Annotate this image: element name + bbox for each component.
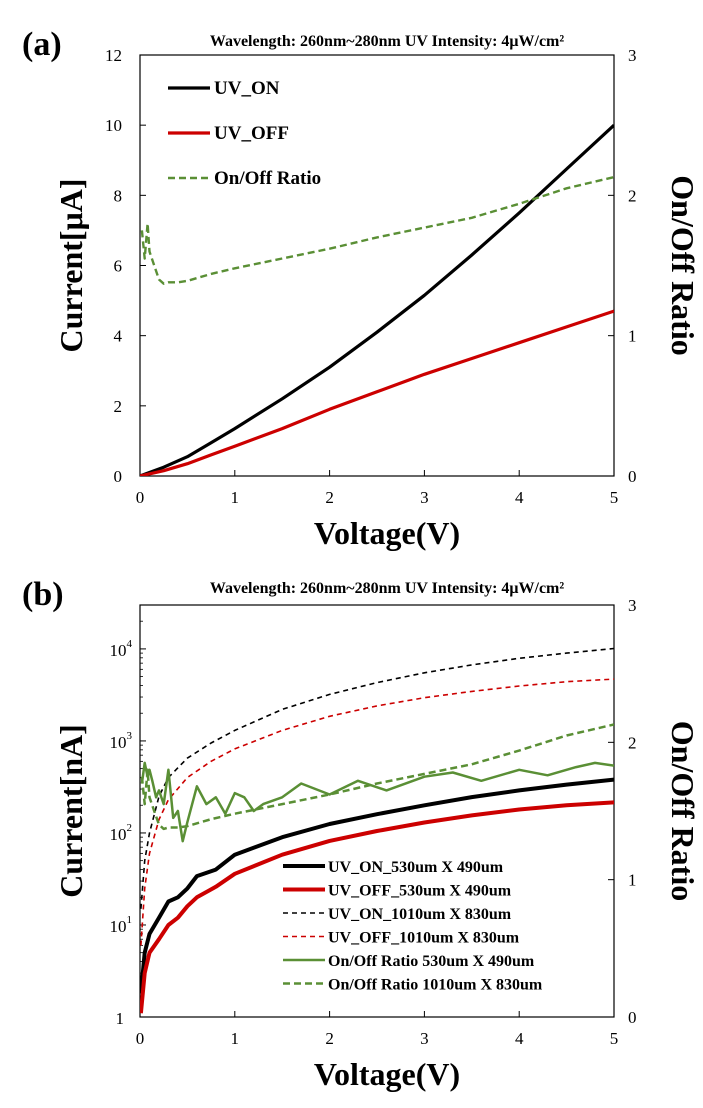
y-axis-title: Current[nA]	[53, 724, 89, 898]
y-tick-label: 6	[114, 257, 123, 276]
legend-label: UV_ON_530um X 490um	[328, 859, 504, 876]
series-line-3	[140, 678, 614, 946]
legend-label: UV_ON	[214, 78, 280, 99]
y-tick-exponent: 3	[127, 730, 133, 742]
y2-tick-label: 2	[628, 733, 637, 752]
y-tick-label: 104	[110, 638, 133, 660]
y2-tick-label: 1	[628, 871, 637, 890]
legend: UV_ON_530um X 490um UV_OFF_530um X 490um U…	[283, 859, 543, 994]
y2-tick-label: 0	[628, 1008, 637, 1027]
y-tick-base: 10	[110, 917, 127, 936]
series-line-1	[140, 800, 614, 1014]
y-tick-label: 101	[110, 914, 133, 936]
y2-tick-label: 3	[628, 596, 637, 615]
x-tick-label: 1	[231, 488, 240, 507]
x-tick-label: 3	[420, 1029, 429, 1048]
panel-a: (a) Wavelength: 260nm~280nm UV Intensity:…	[22, 26, 701, 551]
series-line-0	[140, 124, 614, 476]
chart-title: Wavelength: 260nm~280nm UV Intensity: 4μ…	[210, 580, 565, 597]
series-line-5	[140, 723, 614, 831]
panel-b: (b) Wavelength: 260nm~280nm UV Intensity:…	[22, 576, 701, 1092]
x-axis-title: Voltage(V)	[314, 515, 460, 551]
y2-tick-label: 1	[628, 327, 637, 346]
legend-label: UV_OFF_530um X 490um	[328, 883, 512, 900]
legend-label: UV_ON_1010um X 830um	[328, 906, 512, 923]
y-tick-label: 0	[114, 467, 123, 486]
y2-tick-label: 3	[628, 46, 637, 65]
y-tick-base: 1	[116, 1009, 125, 1028]
x-tick-label: 3	[420, 488, 429, 507]
series-line-1	[140, 309, 614, 476]
y-tick-label: 2	[114, 397, 123, 416]
y-tick-label: 12	[105, 46, 122, 65]
series-line-4	[140, 761, 614, 843]
y-tick-exponent: 1	[127, 914, 133, 926]
x-tick-label: 0	[136, 1029, 145, 1048]
x-tick-label: 2	[325, 488, 334, 507]
legend-label: UV_OFF	[214, 123, 289, 144]
y2-tick-label: 0	[628, 467, 637, 486]
plot-frame	[139, 54, 615, 477]
y2-axis-title: On/Off Ratio	[665, 721, 701, 901]
y-tick-label: 8	[114, 186, 123, 205]
x-tick-label: 5	[610, 1029, 619, 1048]
legend-label: On/Off Ratio	[214, 168, 321, 189]
x-tick-label: 4	[515, 488, 524, 507]
series-line-2	[140, 647, 614, 909]
x-axis-title: Voltage(V)	[314, 1056, 460, 1092]
legend: UV_ON UV_OFF On/Off Ratio	[168, 78, 321, 189]
x-tick-label: 2	[325, 1029, 334, 1048]
y-tick-label: 103	[110, 730, 133, 752]
y-tick-base: 10	[110, 825, 127, 844]
panel-label: (b)	[22, 576, 64, 613]
series-line-2	[140, 175, 614, 285]
y-tick-label: 1	[116, 1009, 125, 1028]
y-axis-title: Current[μA]	[53, 179, 89, 353]
y-tick-label: 10	[105, 116, 122, 135]
y-tick-exponent: 2	[127, 822, 133, 834]
series-line-0	[140, 777, 614, 994]
legend-label: On/Off Ratio 530um X 490um	[328, 953, 535, 970]
x-tick-label: 1	[231, 1029, 240, 1048]
y-tick-base: 10	[110, 641, 127, 660]
y-tick-exponent: 4	[127, 638, 133, 650]
plot-frame	[139, 604, 615, 1018]
y2-axis-title: On/Off Ratio	[665, 175, 701, 355]
y-tick-base: 10	[110, 733, 127, 752]
legend-label: UV_OFF_1010um X 830um	[328, 930, 520, 947]
y-tick-label: 4	[114, 327, 123, 346]
y-tick-label: 102	[110, 822, 133, 844]
x-tick-label: 4	[515, 1029, 524, 1048]
y2-tick-label: 2	[628, 186, 637, 205]
chart-title: Wavelength: 260nm~280nm UV Intensity: 4μ…	[210, 33, 565, 50]
x-tick-label: 0	[136, 488, 145, 507]
x-tick-label: 5	[610, 488, 619, 507]
legend-label: On/Off Ratio 1010um X 830um	[328, 977, 543, 994]
panel-label: (a)	[22, 26, 62, 63]
